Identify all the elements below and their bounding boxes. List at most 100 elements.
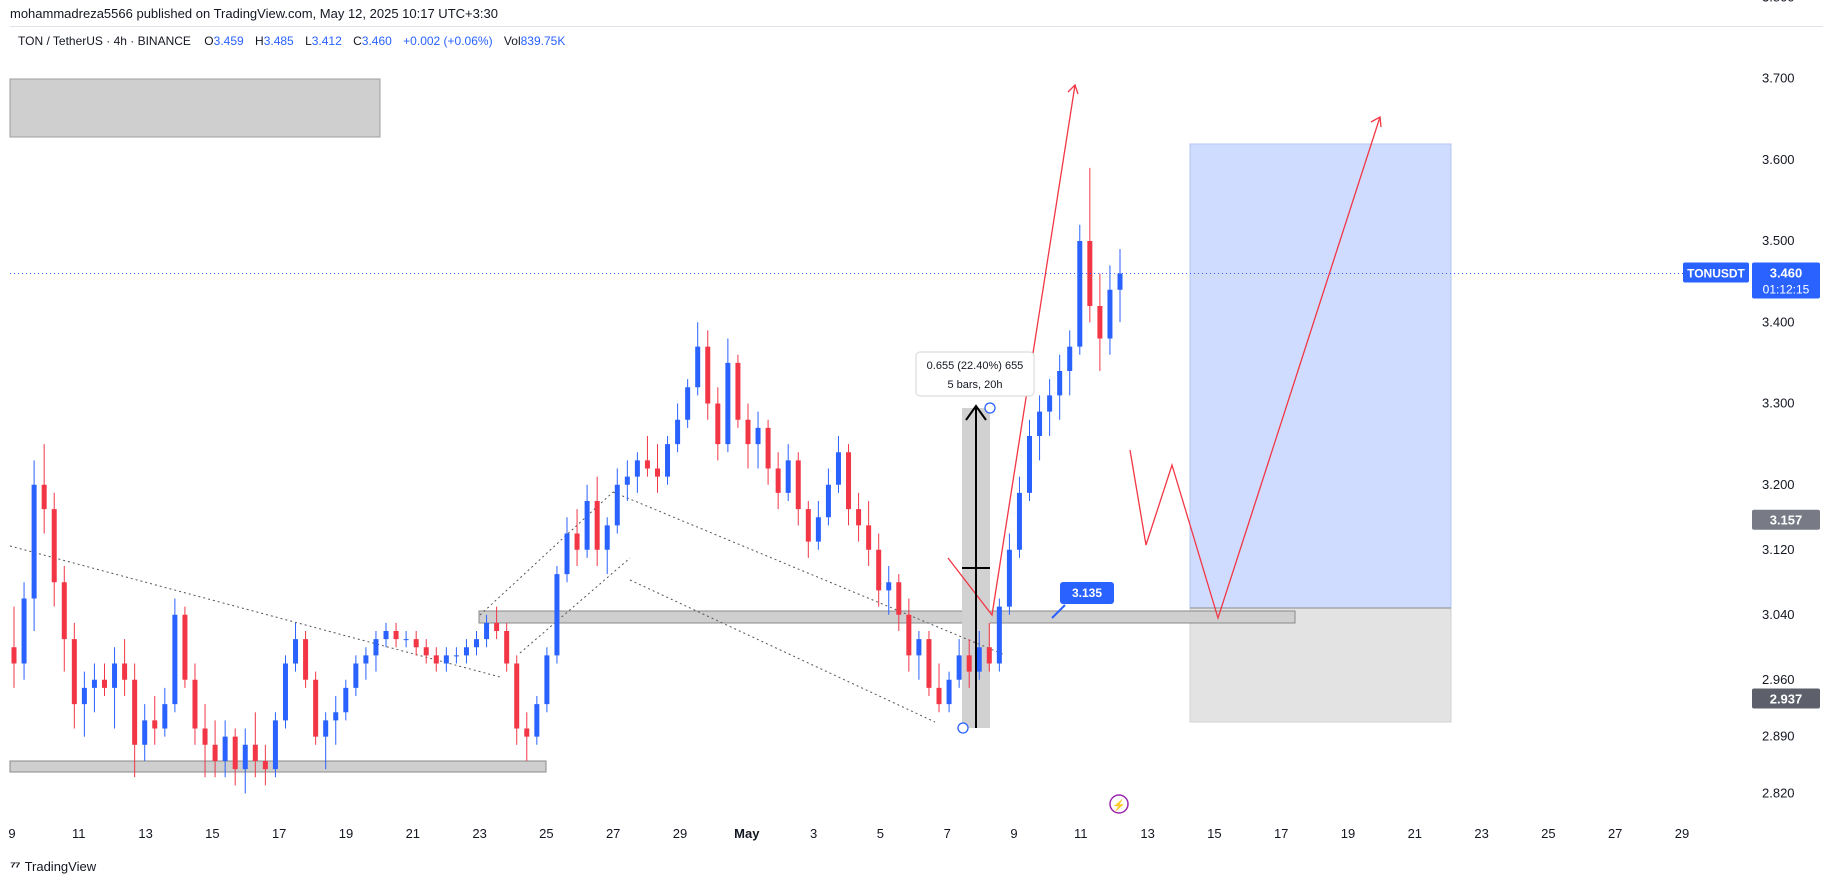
candle-body[interactable] — [896, 582, 902, 615]
candle-body[interactable] — [192, 679, 198, 729]
candle-body[interactable] — [996, 606, 1002, 664]
candle-body[interactable] — [906, 614, 912, 656]
candle-body[interactable] — [333, 712, 339, 721]
candle-body[interactable] — [403, 639, 409, 641]
candle-body[interactable] — [172, 614, 178, 705]
candle-body[interactable] — [162, 704, 168, 729]
candle-body[interactable] — [41, 484, 47, 510]
support-zone-mid[interactable] — [478, 610, 1296, 624]
candle-body[interactable] — [81, 687, 87, 705]
support-zone-low[interactable] — [9, 760, 547, 773]
candle-body[interactable] — [313, 679, 319, 737]
candle-body[interactable] — [835, 452, 841, 485]
candle-body[interactable] — [413, 639, 419, 648]
candle-body[interactable] — [101, 679, 107, 688]
candle-body[interactable] — [182, 614, 188, 680]
candle-body[interactable] — [222, 736, 228, 761]
candle-body[interactable] — [252, 744, 258, 761]
candle-body[interactable] — [132, 679, 138, 745]
candle-body[interactable] — [142, 720, 148, 745]
candle-body[interactable] — [21, 598, 27, 664]
candle-body[interactable] — [373, 639, 379, 656]
candle-body[interactable] — [343, 687, 349, 713]
candle-body[interactable] — [152, 720, 158, 729]
candle-body[interactable] — [916, 639, 922, 656]
candle-body[interactable] — [1107, 289, 1113, 339]
candle-body[interactable] — [755, 427, 761, 445]
candle-body[interactable] — [654, 468, 660, 477]
candle-body[interactable] — [805, 509, 811, 542]
candle-body[interactable] — [785, 460, 791, 493]
candle-body[interactable] — [71, 639, 77, 705]
candle-body[interactable] — [846, 452, 852, 510]
measure-handle-bottom[interactable] — [957, 722, 969, 734]
descending-channel-lower[interactable] — [629, 579, 936, 723]
candle-body[interactable] — [1047, 395, 1053, 412]
candle-body[interactable] — [926, 639, 932, 688]
candle-body[interactable] — [293, 639, 299, 664]
projection-path-2[interactable] — [1129, 116, 1381, 621]
candle-body[interactable] — [584, 501, 590, 550]
candle-body[interactable] — [1016, 492, 1022, 550]
candle-body[interactable] — [614, 484, 620, 526]
candle-body[interactable] — [484, 622, 490, 640]
candle-body[interactable] — [825, 484, 831, 518]
candle-body[interactable] — [685, 387, 691, 420]
footer-brand[interactable]: ⁷⁷ TradingView — [10, 858, 96, 874]
candle-body[interactable] — [695, 346, 701, 388]
candle-body[interactable] — [775, 468, 781, 493]
callout-badge[interactable] — [1060, 582, 1114, 604]
candle-body[interactable] — [725, 362, 731, 445]
candle-body[interactable] — [1037, 411, 1043, 436]
candle-body[interactable] — [856, 509, 862, 526]
candle-body[interactable] — [122, 663, 128, 680]
candle-body[interactable] — [272, 720, 278, 770]
candle-body[interactable] — [936, 687, 942, 705]
candle-body[interactable] — [202, 728, 208, 745]
candle-body[interactable] — [594, 501, 600, 550]
candle-body[interactable] — [262, 761, 268, 770]
candle-body[interactable] — [866, 525, 872, 550]
ascending-channel-upper[interactable] — [479, 491, 614, 616]
candle-body[interactable] — [433, 655, 439, 664]
candle-body[interactable] — [1067, 346, 1073, 371]
candle-body[interactable] — [1097, 306, 1103, 339]
descending-channel-upper[interactable] — [612, 491, 1006, 656]
candle-body[interactable] — [51, 509, 57, 583]
candle-body[interactable] — [61, 582, 67, 640]
candle-body[interactable] — [383, 631, 389, 640]
candle-body[interactable] — [323, 720, 329, 737]
candle-body[interactable] — [242, 744, 248, 770]
candle-body[interactable] — [574, 533, 580, 550]
candle-body[interactable] — [644, 460, 650, 469]
candle-body[interactable] — [986, 647, 992, 664]
candle-body[interactable] — [956, 655, 962, 680]
candle-body[interactable] — [504, 631, 510, 664]
candle-body[interactable] — [1006, 549, 1012, 607]
candle-body[interactable] — [1077, 241, 1083, 347]
candle-body[interactable] — [745, 419, 751, 445]
candle-body[interactable] — [474, 639, 480, 648]
candle-body[interactable] — [524, 728, 530, 737]
candle-body[interactable] — [443, 655, 449, 664]
candle-body[interactable] — [675, 419, 681, 445]
candle-body[interactable] — [494, 622, 500, 631]
candle-body[interactable] — [1117, 273, 1123, 290]
candle-body[interactable] — [363, 655, 369, 664]
candle-body[interactable] — [765, 427, 771, 469]
candle-body[interactable] — [11, 647, 17, 664]
candle-body[interactable] — [423, 647, 429, 656]
candle-body[interactable] — [946, 679, 952, 705]
candle-body[interactable] — [303, 639, 309, 680]
candle-body[interactable] — [31, 484, 37, 599]
candle-body[interactable] — [534, 704, 540, 737]
candle-body[interactable] — [544, 655, 550, 705]
candle-body[interactable] — [735, 362, 741, 420]
candle-body[interactable] — [976, 647, 982, 672]
candle-body[interactable] — [453, 655, 459, 657]
lightning-icon[interactable] — [1109, 794, 1129, 814]
candle-body[interactable] — [232, 736, 238, 770]
measure-handle-top[interactable] — [984, 402, 996, 414]
candle-body[interactable] — [604, 525, 610, 550]
